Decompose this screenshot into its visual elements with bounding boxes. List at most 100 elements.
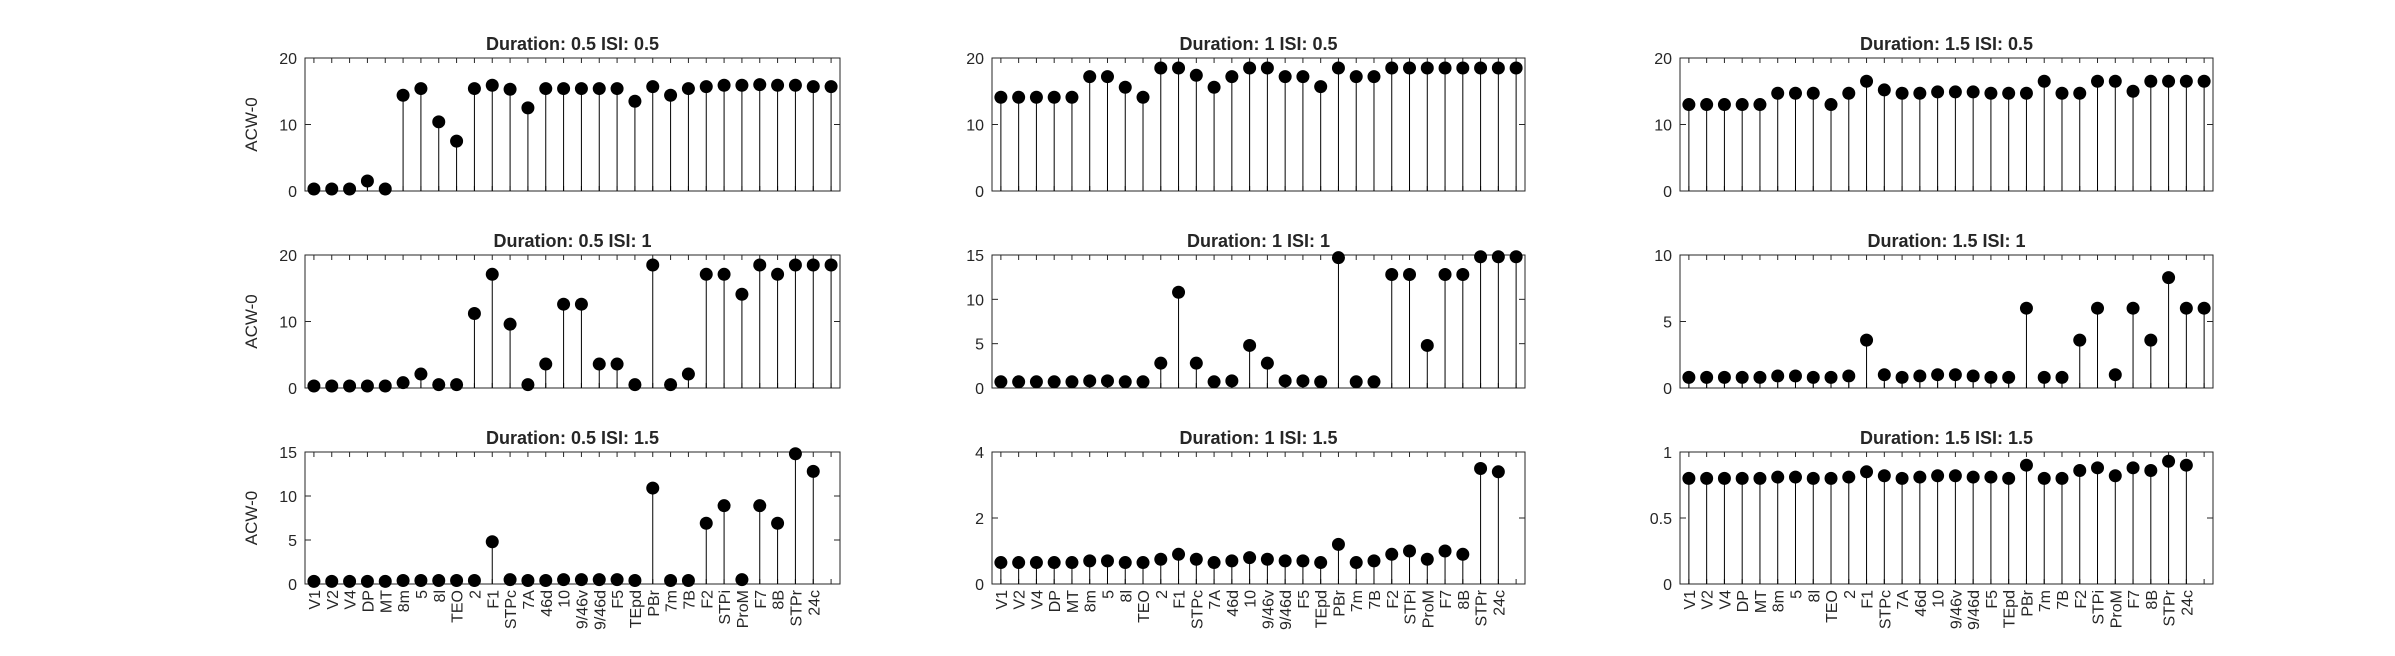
panel-4-ylabel: ACW-0 bbox=[242, 294, 261, 348]
panel-6-marker-20 bbox=[2037, 370, 2051, 384]
panel-9-marker-24 bbox=[2108, 469, 2122, 483]
panel-1-marker-19 bbox=[646, 80, 660, 94]
panel-4-ytick-label-2: 20 bbox=[279, 248, 297, 265]
panel-7-ytick-label-2: 10 bbox=[279, 489, 297, 506]
panel-2-marker-11 bbox=[1189, 68, 1203, 82]
panel-8-ytick-label-1: 2 bbox=[975, 511, 984, 528]
panel-1-marker-10 bbox=[485, 78, 499, 92]
panel-2-ytick-label-0: 0 bbox=[975, 184, 984, 201]
panel-4-marker-2 bbox=[343, 379, 357, 393]
panel-3-marker-22 bbox=[2073, 86, 2087, 100]
panel-2-marker-6 bbox=[1100, 70, 1114, 84]
panel-6-ytick-label-2: 10 bbox=[1654, 248, 1672, 265]
panel-7-xtick-label-28: 24c bbox=[806, 590, 823, 616]
panel-4-marker-21 bbox=[681, 367, 695, 381]
panel-2-marker-13 bbox=[1225, 70, 1239, 84]
panel-3-marker-26 bbox=[2144, 74, 2158, 88]
panel-8-marker-5 bbox=[1083, 554, 1097, 568]
panel-2-marker-16 bbox=[1278, 70, 1292, 84]
panel-2-ytick-label-1: 10 bbox=[966, 118, 984, 135]
panel-6-marker-17 bbox=[1984, 370, 1998, 384]
panel-5-marker-14 bbox=[1243, 338, 1257, 352]
panel-7-xtick-label-2: V4 bbox=[343, 590, 360, 610]
panel-3-ytick-label-2: 20 bbox=[1654, 51, 1672, 68]
panel-2-marker-4 bbox=[1065, 90, 1079, 104]
panel-8-xtick-label-22: F2 bbox=[1385, 590, 1402, 609]
panel-6-marker-14 bbox=[1931, 368, 1945, 382]
panel-5-marker-26 bbox=[1456, 268, 1470, 282]
panel-2-marker-18 bbox=[1314, 80, 1328, 94]
panel-2-marker-7 bbox=[1118, 80, 1132, 94]
panel-4-marker-0 bbox=[307, 379, 321, 393]
panel-7-ytick-label-0: 0 bbox=[288, 577, 297, 594]
panel-2-marker-8 bbox=[1136, 90, 1150, 104]
panel-9-xtick-label-5: 8m bbox=[1771, 590, 1788, 612]
panel-9-xtick-label-24: ProM bbox=[2108, 590, 2125, 628]
panel-1-marker-12 bbox=[521, 101, 535, 115]
panel-8-marker-27 bbox=[1474, 462, 1488, 475]
panel-5-marker-27 bbox=[1474, 250, 1488, 264]
panel-1-marker-21 bbox=[681, 82, 695, 96]
panel-9-marker-16 bbox=[1966, 470, 1980, 484]
panel-6-marker-4 bbox=[1753, 370, 1767, 384]
panel-5-ytick-label-2: 10 bbox=[966, 292, 984, 309]
panel-1-marker-20 bbox=[664, 88, 678, 102]
panel-6-marker-3 bbox=[1735, 370, 1749, 384]
panel-6-marker-12 bbox=[1895, 370, 1909, 384]
panel-6-marker-5 bbox=[1771, 369, 1785, 383]
panel-2-marker-1 bbox=[1012, 90, 1026, 104]
panel-9-xtick-label-25: F7 bbox=[2126, 590, 2143, 609]
panel-3-marker-8 bbox=[1824, 98, 1838, 112]
panel-5-ytick-label-1: 5 bbox=[975, 337, 984, 354]
panel-2-marker-29 bbox=[1509, 61, 1523, 75]
panel-7-marker-1 bbox=[325, 574, 339, 588]
panel-2-marker-24 bbox=[1420, 61, 1434, 75]
panel-1-marker-27 bbox=[788, 78, 802, 92]
panel-8-marker-17 bbox=[1296, 554, 1310, 568]
panel-6-ytick-label-1: 5 bbox=[1663, 315, 1672, 332]
panel-7-marker-14 bbox=[557, 573, 571, 587]
panel-1-marker-3 bbox=[360, 174, 374, 188]
panel-8-xtick-label-6: 5 bbox=[1100, 590, 1117, 599]
panel-5-marker-17 bbox=[1296, 374, 1310, 388]
panel-3-marker-12 bbox=[1895, 86, 1909, 100]
panel-8-xtick-label-23: STPi bbox=[1403, 590, 1420, 625]
panel-1-marker-11 bbox=[503, 82, 517, 96]
panel-9-xtick-label-13: 46d bbox=[1913, 590, 1930, 617]
panel-1-marker-15 bbox=[574, 82, 588, 96]
panel-9-xtick-label-9: 2 bbox=[1842, 590, 1859, 599]
panel-9-marker-28 bbox=[2179, 458, 2193, 472]
panel-2-marker-17 bbox=[1296, 70, 1310, 84]
panel-8-marker-26 bbox=[1456, 547, 1470, 561]
panel-9-xtick-label-28: 24c bbox=[2179, 590, 2196, 616]
panel-8-marker-4 bbox=[1065, 556, 1079, 570]
panel-7-xtick-label-14: 10 bbox=[557, 590, 574, 608]
panel-3-marker-0 bbox=[1682, 98, 1696, 112]
panel-9-title: Duration: 1.5 ISI: 1.5 bbox=[1860, 428, 2033, 448]
panel-8-xtick-label-3: DP bbox=[1047, 590, 1064, 612]
panel-7-xtick-label-20: 7m bbox=[664, 590, 681, 612]
panel-7-xtick-label-13: 46d bbox=[539, 590, 556, 617]
panel-5-marker-29 bbox=[1509, 250, 1523, 264]
panel-4-marker-9 bbox=[467, 307, 481, 321]
panel-7-marker-5 bbox=[396, 573, 410, 587]
panel-7-marker-21 bbox=[681, 573, 695, 587]
panel-3-marker-24 bbox=[2108, 74, 2122, 88]
panel-7-marker-6 bbox=[414, 573, 428, 587]
panel-4-marker-13 bbox=[539, 357, 553, 371]
panel-9-xtick-label-15: 9/46v bbox=[1948, 590, 1965, 629]
panel-7-xtick-label-6: 5 bbox=[414, 590, 431, 599]
panel-2-marker-5 bbox=[1083, 70, 1097, 84]
panel-5-marker-13 bbox=[1225, 374, 1239, 388]
panel-6-marker-13 bbox=[1913, 369, 1927, 383]
panel-4-marker-27 bbox=[788, 258, 802, 272]
panel-8-xtick-label-19: PBr bbox=[1331, 589, 1348, 616]
panel-7-marker-23 bbox=[717, 499, 731, 513]
panel-3-marker-27 bbox=[2162, 74, 2176, 88]
panel-8-title: Duration: 1 ISI: 1.5 bbox=[1179, 428, 1337, 448]
panel-3-marker-9 bbox=[1842, 86, 1856, 100]
panel-8-marker-12 bbox=[1207, 556, 1221, 570]
panel-4-ytick-label-1: 10 bbox=[279, 315, 297, 332]
panel-2-marker-23 bbox=[1403, 61, 1417, 75]
panel-3-marker-13 bbox=[1913, 86, 1927, 100]
